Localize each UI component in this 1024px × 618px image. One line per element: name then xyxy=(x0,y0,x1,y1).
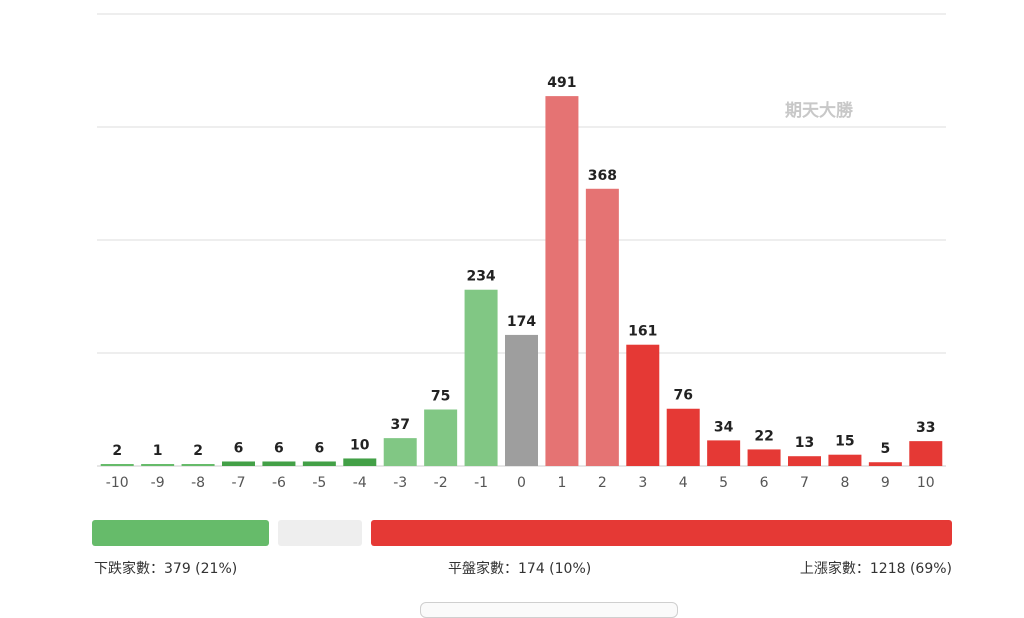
bar xyxy=(545,96,579,466)
bar xyxy=(505,334,538,466)
bar-value-label: 76 xyxy=(673,388,692,404)
x-tick-labels: -10 -9 -8 -7 -6 -5 -4 -3 -2 -1 0 1 2 3 4 5 6 7 8 9 10 xyxy=(106,475,935,491)
bar xyxy=(464,289,498,466)
bar xyxy=(828,454,862,466)
bar-value-label: 22 xyxy=(754,428,773,444)
x-tick-label: -2 xyxy=(434,475,448,491)
bars xyxy=(100,96,943,467)
bar xyxy=(868,462,902,466)
x-tick-label: 10 xyxy=(917,475,935,491)
bar-value-label: 368 xyxy=(588,168,617,184)
bar xyxy=(262,461,296,466)
bar xyxy=(343,458,377,466)
x-tick-label: -8 xyxy=(191,475,205,491)
x-tick-label: -9 xyxy=(151,475,165,491)
bar-value-label: 34 xyxy=(714,419,734,435)
x-tick-label: 8 xyxy=(840,475,849,491)
x-tick-label: 3 xyxy=(638,475,647,491)
bar xyxy=(909,441,943,466)
bar xyxy=(626,344,660,466)
x-tick-label: -7 xyxy=(232,475,246,491)
x-tick-label: -6 xyxy=(272,475,286,491)
bar xyxy=(747,449,781,466)
bar xyxy=(141,464,175,466)
bar xyxy=(222,461,255,466)
bar-value-label: 37 xyxy=(390,417,409,433)
x-tick-label: 7 xyxy=(800,475,809,491)
bar xyxy=(788,456,821,466)
bar xyxy=(424,409,458,466)
bar xyxy=(302,461,336,466)
bar xyxy=(181,464,215,466)
bar-value-label: 5 xyxy=(880,441,890,457)
x-tick-label: -5 xyxy=(312,475,326,491)
bar-value-label: 6 xyxy=(234,440,244,456)
bar-value-label: 33 xyxy=(916,420,935,436)
x-tick-label: -1 xyxy=(474,475,488,491)
bar-value-label: 2 xyxy=(193,443,203,459)
down-count-label: 下跌家數：379 (21%) xyxy=(94,561,238,577)
up-count-bar xyxy=(371,520,952,546)
bottom-tab[interactable] xyxy=(420,602,678,618)
bar xyxy=(707,440,741,466)
bar-value-label: 75 xyxy=(431,389,450,405)
bar-value-label: 2 xyxy=(112,443,122,459)
x-tick-label: -3 xyxy=(393,475,407,491)
bar-value-label: 174 xyxy=(507,314,536,330)
x-tick-label: -4 xyxy=(353,475,367,491)
bar-value-label: 234 xyxy=(466,269,495,285)
bar-value-label: 1 xyxy=(153,443,163,459)
x-tick-label: -10 xyxy=(106,475,129,491)
up-count-label: 上漲家數：1218 (69%) xyxy=(799,561,952,577)
x-tick-label: 2 xyxy=(598,475,607,491)
down-count-bar xyxy=(92,520,269,546)
x-tick-label: 9 xyxy=(881,475,890,491)
bar-value-label: 15 xyxy=(835,434,854,450)
x-tick-label: 1 xyxy=(557,475,566,491)
x-tick-label: 5 xyxy=(719,475,728,491)
bar xyxy=(383,438,417,466)
bar-value-label: 10 xyxy=(350,437,370,453)
bar-value-label: 161 xyxy=(628,324,657,340)
x-tick-label: 0 xyxy=(517,475,526,491)
bar-value-label: 13 xyxy=(795,435,814,451)
bar-value-label: 491 xyxy=(547,75,576,91)
value-labels: 2 1 2 6 6 6 10 37 75 234 174 491 368 161 76 34 22 13 15 5 33 xyxy=(112,75,935,459)
bar xyxy=(666,408,700,466)
flat-count-label: 平盤家數：174 (10%) xyxy=(448,561,592,577)
x-tick-label: 4 xyxy=(679,475,688,491)
watermark-text: 期天大勝 xyxy=(785,100,854,121)
x-tick-label: 6 xyxy=(760,475,769,491)
bar-value-label: 6 xyxy=(314,440,324,456)
flat-count-bar xyxy=(277,520,362,546)
bar xyxy=(100,464,134,466)
bar xyxy=(585,188,619,467)
bar-value-label: 6 xyxy=(274,440,284,456)
